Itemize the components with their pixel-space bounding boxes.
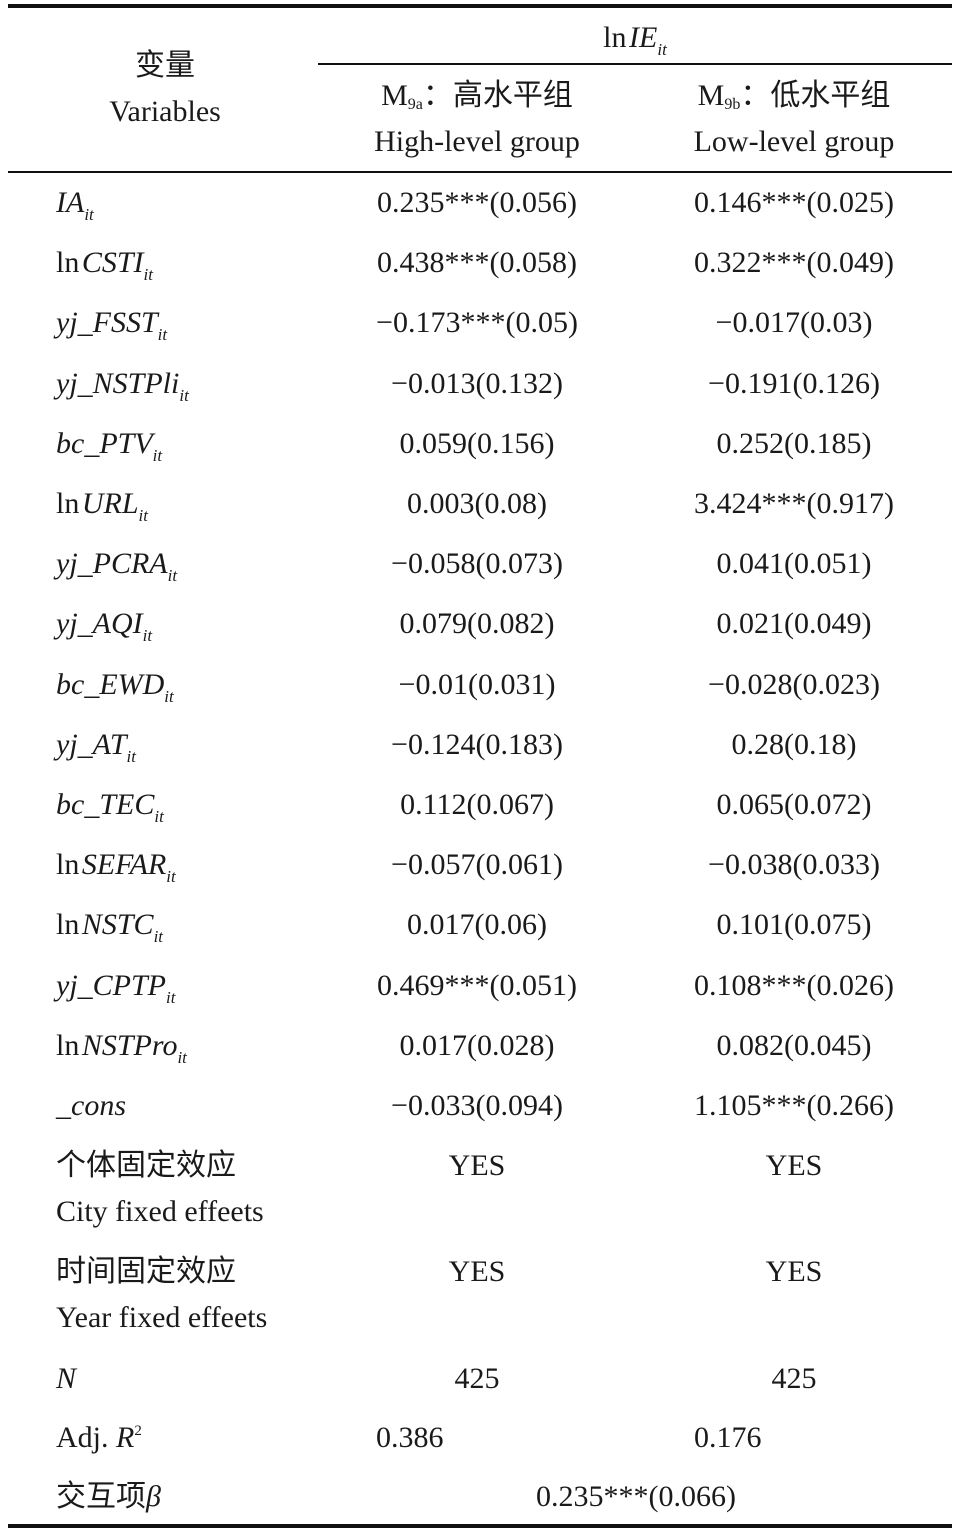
variable-name: ln CSTIit (56, 246, 153, 285)
coef-high: 0.059(0.156) (399, 426, 555, 460)
coef-low: −0.038(0.033) (708, 848, 880, 882)
coef-high: 0.017(0.06) (407, 908, 547, 942)
coef-high: −0.173***(0.05) (376, 306, 578, 340)
variable-name: bc_PTVit (56, 426, 163, 465)
variable-name: yj_AQIit (56, 607, 153, 646)
coef-high: 0.003(0.08) (407, 487, 547, 520)
coef-low: −0.028(0.023) (708, 667, 880, 701)
coef-low: 0.021(0.049) (716, 607, 872, 641)
coef-low: 0.082(0.045) (716, 1028, 872, 1062)
coef-high: 0.469***(0.051) (377, 968, 577, 1002)
coef-low: 0.28(0.18) (731, 727, 857, 761)
variable-name: ln NSTProit (56, 1028, 187, 1067)
header-variables-en: Variables (109, 95, 221, 128)
variable-name: yj_NSTPliit (56, 366, 189, 405)
variable-name: yj_CPTPit (56, 968, 176, 1007)
table-bottom-rule (8, 1524, 952, 1528)
coef-low: 0.065(0.072) (716, 788, 872, 821)
coef-high: −0.033(0.094) (391, 1089, 563, 1122)
table-top-rule (8, 4, 952, 8)
variable-name: ln SEFARit (56, 848, 176, 887)
coef-high: −0.124(0.183) (391, 727, 563, 761)
coef-low: 0.252(0.185) (716, 426, 872, 460)
coef-low: 0.322***(0.049) (694, 246, 894, 280)
variable-name: _cons (56, 1089, 126, 1122)
header-variables: 变量 Variables (60, 48, 270, 130)
coef-high: −0.013(0.132) (391, 366, 563, 400)
header-col-low: M9b：低水平组 Low-level group (693, 79, 895, 158)
variable-name: bc_EWDit (56, 667, 174, 706)
coef-low: −0.017(0.03) (715, 306, 873, 340)
header-sub-rule (318, 63, 952, 65)
coef-high: 0.438***(0.058) (377, 246, 577, 280)
variable-name: yj_FSSTit (56, 306, 168, 345)
variable-name: IAit (56, 186, 94, 224)
coef-high: −0.057(0.061) (391, 848, 563, 882)
coef-high: 0.079(0.082) (399, 607, 555, 641)
coef-high: 0.112(0.067) (400, 788, 554, 821)
header-col-high: M9a：高水平组 High-level group (374, 79, 580, 158)
coef-low: 1.105***(0.266) (694, 1089, 894, 1122)
header-bottom-rule (8, 171, 952, 173)
variable-name: ln NSTCit (56, 908, 164, 947)
coef-low: −0.191(0.126) (708, 366, 880, 400)
variable-name: yj_ATit (56, 727, 136, 766)
variable-name: bc_TECit (56, 788, 164, 826)
coef-low: 0.101(0.075) (716, 908, 872, 942)
coef-high: −0.01(0.031) (398, 667, 556, 701)
coef-low: 0.041(0.051) (716, 547, 872, 581)
coef-low: 3.424***(0.917) (694, 487, 894, 520)
header-dependent-var: ln IEit (603, 21, 667, 59)
coef-low: 0.108***(0.026) (694, 968, 894, 1002)
coef-high: 0.235***(0.056) (377, 186, 577, 219)
coef-low: 0.146***(0.025) (694, 186, 894, 219)
coef-high: −0.058(0.073) (391, 547, 563, 581)
coef-high: 0.017(0.028) (399, 1028, 555, 1062)
variable-name: ln URLit (56, 487, 148, 525)
variable-name: yj_PCRAit (56, 547, 178, 586)
header-variables-zh: 变量 (135, 49, 195, 82)
